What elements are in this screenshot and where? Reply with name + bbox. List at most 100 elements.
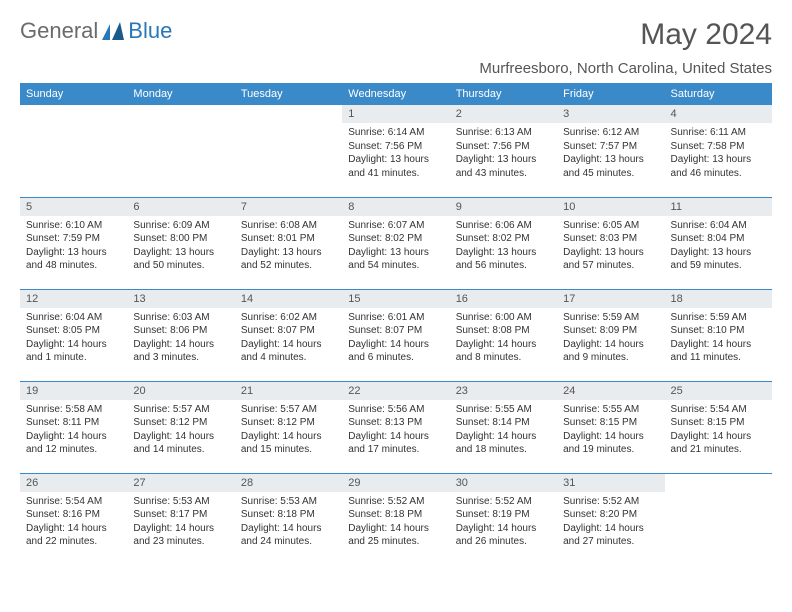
- daylight-text: Daylight: 13 hours and 52 minutes.: [241, 246, 336, 273]
- calendar-day-cell: 28Sunrise: 5:53 AMSunset: 8:18 PMDayligh…: [235, 473, 342, 565]
- day-data: Sunrise: 5:55 AMSunset: 8:15 PMDaylight:…: [557, 400, 664, 460]
- weekday-header: Saturday: [665, 83, 772, 105]
- sunrise-text: Sunrise: 6:04 AM: [671, 219, 766, 233]
- sunset-text: Sunset: 7:56 PM: [456, 140, 551, 154]
- day-number: 11: [665, 198, 772, 216]
- sunset-text: Sunset: 8:03 PM: [563, 232, 658, 246]
- calendar-day-cell: 3Sunrise: 6:12 AMSunset: 7:57 PMDaylight…: [557, 105, 664, 197]
- sunrise-text: Sunrise: 6:02 AM: [241, 311, 336, 325]
- day-number: 6: [127, 198, 234, 216]
- calendar-day-cell: 26Sunrise: 5:54 AMSunset: 8:16 PMDayligh…: [20, 473, 127, 565]
- sunrise-text: Sunrise: 5:57 AM: [241, 403, 336, 417]
- sunset-text: Sunset: 8:01 PM: [241, 232, 336, 246]
- calendar-day-cell: 25Sunrise: 5:54 AMSunset: 8:15 PMDayligh…: [665, 381, 772, 473]
- day-data: Sunrise: 6:05 AMSunset: 8:03 PMDaylight:…: [557, 216, 664, 276]
- daylight-text: Daylight: 13 hours and 57 minutes.: [563, 246, 658, 273]
- sunrise-text: Sunrise: 6:07 AM: [348, 219, 443, 233]
- sunrise-text: Sunrise: 5:56 AM: [348, 403, 443, 417]
- calendar-day-cell: 21Sunrise: 5:57 AMSunset: 8:12 PMDayligh…: [235, 381, 342, 473]
- daylight-text: Daylight: 13 hours and 54 minutes.: [348, 246, 443, 273]
- sunrise-text: Sunrise: 6:12 AM: [563, 126, 658, 140]
- sunrise-text: Sunrise: 6:05 AM: [563, 219, 658, 233]
- logo-text-general: General: [20, 18, 98, 44]
- sunrise-text: Sunrise: 5:54 AM: [26, 495, 121, 509]
- calendar-day-cell: 20Sunrise: 5:57 AMSunset: 8:12 PMDayligh…: [127, 381, 234, 473]
- calendar-day-cell: 10Sunrise: 6:05 AMSunset: 8:03 PMDayligh…: [557, 197, 664, 289]
- day-number: 4: [665, 105, 772, 123]
- sunrise-text: Sunrise: 5:53 AM: [241, 495, 336, 509]
- day-number: 17: [557, 290, 664, 308]
- calendar-day-cell: 14Sunrise: 6:02 AMSunset: 8:07 PMDayligh…: [235, 289, 342, 381]
- weekday-header: Thursday: [450, 83, 557, 105]
- calendar-day-cell: 27Sunrise: 5:53 AMSunset: 8:17 PMDayligh…: [127, 473, 234, 565]
- day-number: [127, 105, 234, 125]
- day-data: Sunrise: 5:53 AMSunset: 8:17 PMDaylight:…: [127, 492, 234, 552]
- day-data: Sunrise: 6:06 AMSunset: 8:02 PMDaylight:…: [450, 216, 557, 276]
- calendar-week-row: 26 Sunrise: 5:54 AMSunset: 8:16 PM Dayligh…: [20, 473, 772, 565]
- sunset-text: Sunset: 8:13 PM: [348, 416, 443, 430]
- calendar-head: SundayMondayTuesdayWednesdayThursdayFrid…: [20, 83, 772, 105]
- sunset-text: Sunset: 8:07 PM: [348, 324, 443, 338]
- calendar-day-cell: 9Sunrise: 6:06 AMSunset: 8:02 PMDaylight…: [450, 197, 557, 289]
- day-number: 29: [342, 474, 449, 492]
- weekday-header: Wednesday: [342, 83, 449, 105]
- day-data: Sunrise: 6:09 AMSunset: 8:00 PMDaylight:…: [127, 216, 234, 276]
- sunset-text: Sunset: 8:08 PM: [456, 324, 551, 338]
- daylight-text: Daylight: 14 hours and 11 minutes.: [671, 338, 766, 365]
- sunset-text: Sunset: 8:20 PM: [563, 508, 658, 522]
- calendar-day-cell: [235, 105, 342, 197]
- day-number: 31: [557, 474, 664, 492]
- sunset-text: Sunset: 8:14 PM: [456, 416, 551, 430]
- sunset-text: Sunset: 8:16 PM: [26, 508, 121, 522]
- day-data: Sunrise: 6:08 AMSunset: 8:01 PMDaylight:…: [235, 216, 342, 276]
- weekday-header: Monday: [127, 83, 234, 105]
- daylight-text: Daylight: 14 hours and 8 minutes.: [456, 338, 551, 365]
- daylight-text: Daylight: 13 hours and 41 minutes.: [348, 153, 443, 180]
- day-number: 9: [450, 198, 557, 216]
- sunrise-text: Sunrise: 6:14 AM: [348, 126, 443, 140]
- day-number: 5: [20, 198, 127, 216]
- calendar-day-cell: 30Sunrise: 5:52 AMSunset: 8:19 PMDayligh…: [450, 473, 557, 565]
- sunrise-text: Sunrise: 6:10 AM: [26, 219, 121, 233]
- day-data: Sunrise: 5:59 AMSunset: 8:10 PMDaylight:…: [665, 308, 772, 368]
- sunrise-text: Sunrise: 6:01 AM: [348, 311, 443, 325]
- weekday-header: Sunday: [20, 83, 127, 105]
- calendar-day-cell: [665, 473, 772, 565]
- day-number: 22: [342, 382, 449, 400]
- calendar-day-cell: 23Sunrise: 5:55 AMSunset: 8:14 PMDayligh…: [450, 381, 557, 473]
- calendar-table: SundayMondayTuesdayWednesdayThursdayFrid…: [20, 83, 772, 565]
- calendar-day-cell: 2Sunrise: 6:13 AMSunset: 7:56 PMDaylight…: [450, 105, 557, 197]
- sunset-text: Sunset: 7:58 PM: [671, 140, 766, 154]
- sunset-text: Sunset: 8:02 PM: [456, 232, 551, 246]
- daylight-text: Daylight: 13 hours and 45 minutes.: [563, 153, 658, 180]
- day-data: Sunrise: 6:13 AMSunset: 7:56 PMDaylight:…: [450, 123, 557, 183]
- daylight-text: Daylight: 14 hours and 23 minutes.: [133, 522, 228, 549]
- day-data: Sunrise: 6:03 AMSunset: 8:06 PMDaylight:…: [127, 308, 234, 368]
- sunrise-text: Sunrise: 6:11 AM: [671, 126, 766, 140]
- daylight-text: Daylight: 14 hours and 27 minutes.: [563, 522, 658, 549]
- daylight-text: Daylight: 13 hours and 43 minutes.: [456, 153, 551, 180]
- day-number: [235, 105, 342, 125]
- calendar-week-row: 19Sunrise: 5:58 AMSunset: 8:11 PMDayligh…: [20, 381, 772, 473]
- calendar-day-cell: 17Sunrise: 5:59 AMSunset: 8:09 PMDayligh…: [557, 289, 664, 381]
- sunrise-text: Sunrise: 5:52 AM: [348, 495, 443, 509]
- calendar-day-cell: 16Sunrise: 6:00 AMSunset: 8:08 PMDayligh…: [450, 289, 557, 381]
- day-data: Sunrise: 6:04 AMSunset: 8:04 PMDaylight:…: [665, 216, 772, 276]
- sunrise-text: Sunrise: 6:00 AM: [456, 311, 551, 325]
- sunrise-text: Sunrise: 6:04 AM: [26, 311, 121, 325]
- day-number: 7: [235, 198, 342, 216]
- day-number: 26: [20, 474, 127, 492]
- calendar-week-row: 1Sunrise: 6:14 AMSunset: 7:56 PMDaylight…: [20, 105, 772, 197]
- sunrise-text: Sunrise: 5:57 AM: [133, 403, 228, 417]
- day-data: Sunrise: 6:07 AMSunset: 8:02 PMDaylight:…: [342, 216, 449, 276]
- daylight-text: Daylight: 14 hours and 21 minutes.: [671, 430, 766, 457]
- day-number: 12: [20, 290, 127, 308]
- sunset-text: Sunset: 8:00 PM: [133, 232, 228, 246]
- sunset-text: Sunset: 8:15 PM: [563, 416, 658, 430]
- sunrise-text: Sunrise: 5:53 AM: [133, 495, 228, 509]
- day-data: Sunrise: 6:01 AMSunset: 8:07 PMDaylight:…: [342, 308, 449, 368]
- sunset-text: Sunset: 7:57 PM: [563, 140, 658, 154]
- day-number: [20, 105, 127, 125]
- day-data: Sunrise: 5:53 AMSunset: 8:18 PMDaylight:…: [235, 492, 342, 552]
- day-number: 25: [665, 382, 772, 400]
